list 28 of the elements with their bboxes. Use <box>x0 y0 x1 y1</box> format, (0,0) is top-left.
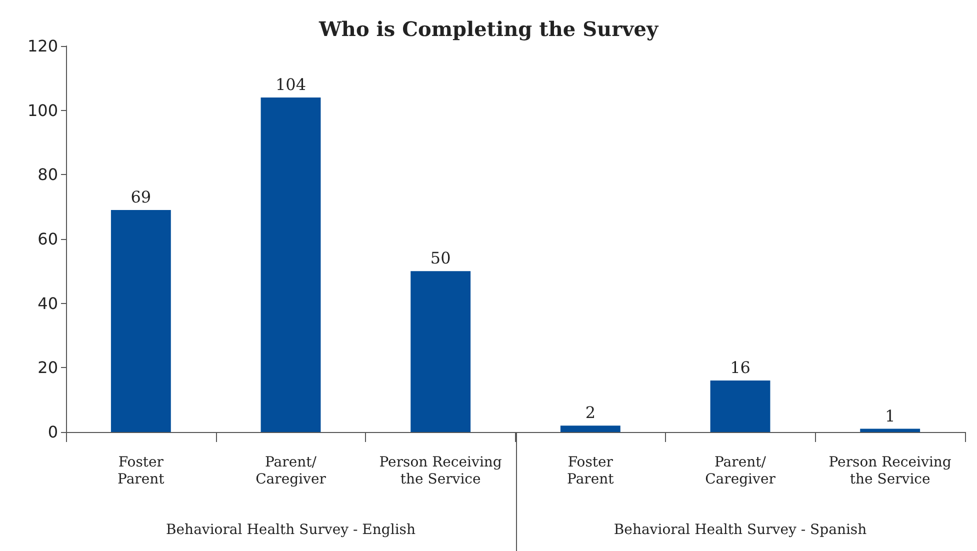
bar <box>410 271 471 432</box>
data-label: 50 <box>430 248 451 268</box>
bar <box>860 428 920 432</box>
text: Behavioral Health Survey - Spanish <box>614 522 867 538</box>
x-tick-label: Person Receiving the Service <box>828 454 952 488</box>
text: Behavioral Health Survey - English <box>166 522 416 538</box>
x-tick-label: Foster Parent <box>118 454 165 488</box>
y-tick-label: 0 <box>48 422 58 442</box>
data-label: 104 <box>275 74 306 94</box>
y-tick-label: 100 <box>27 100 58 120</box>
y-tick-label: 60 <box>38 230 58 248</box>
data-label: 2 <box>585 403 596 422</box>
y-tick-label: 80 <box>38 165 58 184</box>
y-tick-label: 20 <box>38 358 58 378</box>
x-tick-label: Foster Parent <box>567 454 614 488</box>
x-tick-label: Person Receiving the Service <box>379 454 502 488</box>
data-label: 1 <box>884 406 896 426</box>
y-tick-label: 40 <box>38 294 58 313</box>
bar <box>260 97 321 432</box>
x-tick-label: Parent/ Caregiver <box>705 454 776 488</box>
y-tick-label: 120 <box>27 36 58 56</box>
data-label: 16 <box>730 358 750 378</box>
bar <box>710 380 770 432</box>
bar <box>110 210 171 432</box>
bar <box>560 426 620 432</box>
chart-title: Who is Completing the Survey <box>318 17 660 41</box>
x-tick-label: Parent/ Caregiver <box>256 454 326 488</box>
data-label: 69 <box>130 188 152 207</box>
